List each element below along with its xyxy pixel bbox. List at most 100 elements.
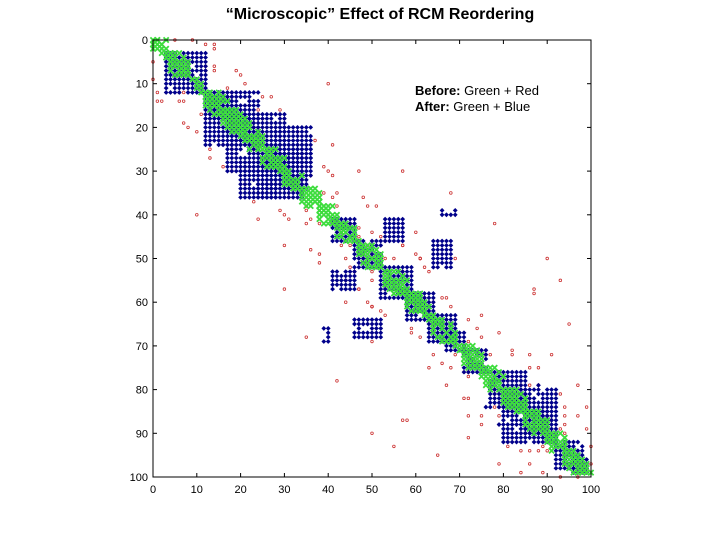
blue-point	[229, 159, 235, 165]
blue-point	[203, 125, 208, 130]
blue-point	[430, 251, 436, 257]
blue-point	[242, 168, 248, 174]
blue-point	[242, 181, 248, 187]
blue-point	[246, 168, 252, 174]
blue-point	[198, 72, 204, 78]
red-point	[545, 449, 549, 453]
blue-point	[238, 94, 243, 100]
blue-point	[238, 177, 243, 183]
blue-point	[395, 229, 401, 235]
blue-point	[251, 194, 257, 200]
blue-point	[163, 76, 169, 82]
blue-point	[225, 164, 230, 170]
blue-point	[203, 133, 208, 139]
blue-point	[176, 76, 182, 82]
legend-after-key: After:	[415, 99, 450, 114]
blue-point	[575, 448, 581, 454]
blue-point	[544, 387, 550, 392]
red-point	[339, 243, 344, 248]
blue-point	[579, 448, 585, 454]
blue-point	[330, 269, 335, 275]
blue-point	[242, 155, 248, 161]
blue-point	[338, 282, 344, 288]
blue-point	[260, 151, 265, 157]
blue-point	[242, 159, 248, 165]
blue-point	[255, 103, 261, 108]
blue-point	[282, 146, 287, 152]
blue-point	[251, 125, 257, 130]
red-point	[400, 169, 405, 173]
blue-point	[409, 317, 414, 323]
red-point	[221, 165, 225, 169]
blue-point	[282, 190, 287, 196]
blue-point	[430, 308, 436, 314]
blue-point	[251, 173, 257, 178]
blue-point	[553, 465, 559, 471]
red-point	[400, 243, 405, 248]
blue-point	[290, 125, 296, 130]
blue-point	[330, 225, 335, 231]
blue-point	[273, 129, 279, 135]
blue-point	[225, 138, 230, 143]
blue-point	[522, 391, 528, 397]
green-point	[403, 303, 411, 310]
blue-point	[505, 369, 511, 375]
blue-point	[505, 439, 511, 445]
green-point	[237, 124, 244, 131]
legend-after-text: Green + Blue	[450, 99, 531, 114]
y-tick-label: 0	[142, 35, 148, 47]
green-point	[500, 373, 507, 380]
blue-point	[233, 159, 239, 165]
blue-point	[382, 264, 388, 270]
blue-point	[439, 312, 445, 318]
red-point	[365, 243, 370, 248]
blue-point	[251, 107, 257, 113]
blue-point	[352, 277, 357, 283]
blue-point	[251, 168, 257, 174]
blue-point	[220, 133, 226, 139]
blue-point	[216, 129, 222, 135]
blue-point	[229, 133, 235, 139]
blue-point	[387, 238, 392, 244]
blue-point	[251, 116, 257, 122]
red-point	[326, 169, 330, 173]
blue-point	[246, 98, 252, 104]
blue-point	[282, 142, 287, 148]
blue-point	[190, 68, 195, 73]
blue-point	[457, 339, 462, 344]
blue-point	[264, 120, 270, 126]
blue-point	[404, 308, 410, 314]
blue-point	[338, 277, 344, 283]
red-point	[418, 335, 422, 339]
blue-point	[553, 448, 559, 454]
blue-point	[233, 168, 239, 174]
blue-point	[557, 452, 563, 458]
green-point	[403, 277, 411, 284]
blue-point	[352, 251, 357, 257]
blue-point	[487, 400, 493, 406]
blue-point	[544, 409, 550, 414]
green-point	[215, 102, 222, 109]
blue-point	[382, 234, 388, 240]
blue-point	[435, 330, 441, 336]
x-tick-label: 30	[278, 484, 290, 496]
red-point	[409, 331, 414, 335]
blue-point	[203, 59, 208, 65]
blue-point	[290, 155, 296, 161]
blue-point	[295, 190, 300, 196]
green-point	[176, 49, 183, 57]
blue-point	[233, 164, 239, 170]
blue-point	[238, 181, 243, 187]
blue-point	[487, 404, 493, 410]
blue-point	[225, 146, 230, 152]
blue-point	[303, 129, 309, 135]
blue-point	[286, 151, 292, 157]
blue-point	[387, 234, 392, 240]
red-point	[278, 208, 282, 213]
blue-point	[268, 142, 274, 148]
red-point	[584, 405, 589, 409]
blue-point	[242, 186, 248, 191]
red-point	[558, 392, 563, 396]
blue-point	[282, 186, 287, 191]
blue-point	[496, 400, 502, 406]
